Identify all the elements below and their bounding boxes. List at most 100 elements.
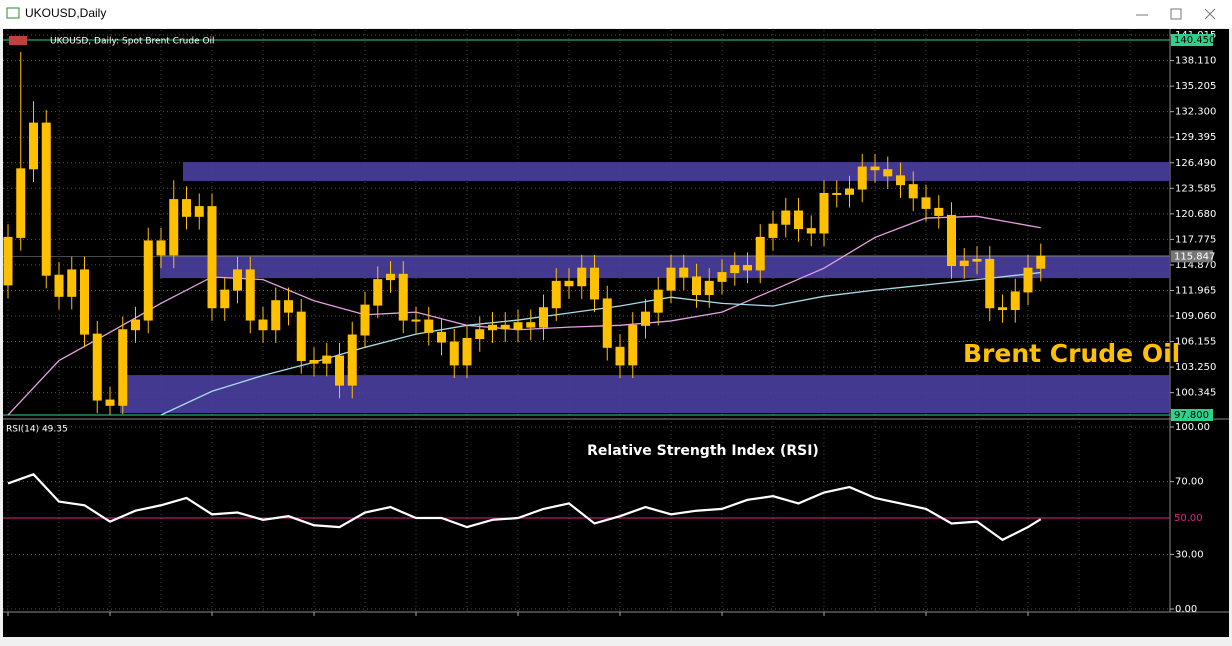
- candle-body: [462, 338, 472, 366]
- candle-body: [131, 319, 140, 331]
- zone: [120, 375, 1170, 414]
- candle-body: [577, 267, 587, 287]
- y-tick-label: 30.00: [1175, 549, 1204, 560]
- candle-body: [156, 240, 166, 256]
- candle-body: [1010, 291, 1020, 311]
- candle-body: [883, 169, 893, 177]
- candle-body: [590, 267, 599, 300]
- candle-body: [730, 265, 740, 274]
- candle-body: [959, 260, 969, 267]
- candle-body: [488, 324, 497, 331]
- candle-body: [615, 346, 625, 366]
- app-icon: [6, 7, 20, 19]
- x-tick-label: 28 Mar 2022: [208, 619, 271, 630]
- candle-body: [347, 334, 357, 386]
- x-tick-label: 15 Jun 2022: [922, 619, 982, 630]
- candle-body: [845, 188, 854, 195]
- x-tick-label: 20 Apr 2022: [412, 619, 474, 630]
- candle-body: [704, 280, 714, 296]
- candle-body: [794, 210, 803, 230]
- candle-body: [628, 324, 638, 366]
- chart-title: UKOUSD, Daily: Spot Brent Crude Oil: [50, 37, 215, 47]
- level-box: [1171, 409, 1213, 422]
- maximize-button[interactable]: [1170, 8, 1182, 20]
- level-box: [1171, 34, 1213, 47]
- x-tick-label: 2 May 2022: [514, 619, 573, 630]
- candle-body: [284, 300, 293, 313]
- candle-body: [870, 166, 880, 171]
- candle-body: [985, 258, 995, 309]
- candle-body: [1023, 267, 1033, 293]
- current-price-box: [1171, 250, 1213, 263]
- candle-body: [16, 168, 26, 238]
- candle-body: [896, 175, 905, 186]
- candle-body: [309, 359, 319, 364]
- candle-body: [972, 258, 982, 262]
- close-button[interactable]: [1204, 8, 1216, 20]
- candle-body: [743, 265, 752, 271]
- rsi-line: [7, 473, 1042, 542]
- x-tick-label: 4 Mar 2022: [4, 619, 61, 630]
- candle-body: [54, 274, 64, 297]
- candle-body: [360, 304, 370, 336]
- candle-body: [551, 280, 561, 309]
- candle-body: [169, 199, 179, 256]
- candle-body: [908, 184, 918, 199]
- y-tick-label: 100.00: [1175, 422, 1210, 433]
- candle-body: [921, 197, 931, 209]
- current-price-label: 115.847: [1174, 251, 1215, 262]
- candle-body: [437, 331, 446, 343]
- y-tick-label: 106.155: [1175, 337, 1216, 348]
- y-tick-label: 109.060: [1175, 311, 1216, 322]
- candle-body: [80, 269, 89, 335]
- y-tick-label: 103.250: [1175, 362, 1216, 373]
- candle-body: [335, 355, 344, 386]
- candle-body: [449, 341, 459, 366]
- y-tick-label: 114.870: [1175, 260, 1216, 271]
- y-tick-label: 135.205: [1175, 81, 1216, 92]
- candle-body: [118, 329, 128, 406]
- candle-body: [143, 240, 153, 321]
- candle-body: [755, 236, 765, 271]
- y-tick-label: 111.965: [1175, 285, 1216, 296]
- candle-body: [781, 210, 791, 225]
- candle-body: [41, 122, 51, 276]
- candle-body: [947, 214, 956, 267]
- y-tick-label: 138.110: [1175, 56, 1216, 67]
- candle-body: [271, 300, 281, 331]
- rsi-level-box: [1171, 512, 1213, 524]
- candle-body: [666, 267, 676, 291]
- x-tick-label: 7 Apr 2022: [310, 619, 365, 630]
- y-tick-label: 117.775: [1175, 234, 1216, 245]
- candle-body: [475, 329, 485, 340]
- candle-body: [934, 207, 944, 216]
- candle-body: [513, 322, 523, 330]
- candle-body: [539, 307, 548, 328]
- symbol-icon: [9, 36, 27, 45]
- candle-body: [105, 399, 115, 406]
- candle-body: [322, 355, 332, 364]
- candle-body: [233, 269, 242, 291]
- candle-body: [679, 267, 689, 278]
- y-tick-label: 129.395: [1175, 132, 1216, 143]
- candle-body: [768, 223, 778, 238]
- candle-body: [692, 276, 701, 296]
- candle-body: [411, 319, 421, 322]
- rsi-label: RSI(14) 49.35: [6, 425, 68, 435]
- candle-body: [92, 333, 102, 401]
- candle-body: [194, 206, 204, 217]
- candle-body: [207, 206, 217, 309]
- plot: 141.015138.110135.205132.300129.395126.4…: [3, 30, 1216, 630]
- y-tick-label: 123.585: [1175, 183, 1216, 194]
- window-title: UKOUSD,Daily: [25, 6, 106, 20]
- candle-body: [602, 298, 612, 348]
- x-tick-label: 27 Jun 2022: [1024, 619, 1084, 630]
- level-label: 97.800: [1174, 410, 1209, 421]
- rsi-level-label: 50.00: [1174, 513, 1203, 524]
- x-tick-label: 24 May 2022: [718, 619, 783, 630]
- candle-body: [819, 192, 829, 234]
- candle-body: [245, 269, 255, 321]
- x-tick-label: 16 Mar 2022: [106, 619, 169, 630]
- candle-body: [653, 289, 663, 313]
